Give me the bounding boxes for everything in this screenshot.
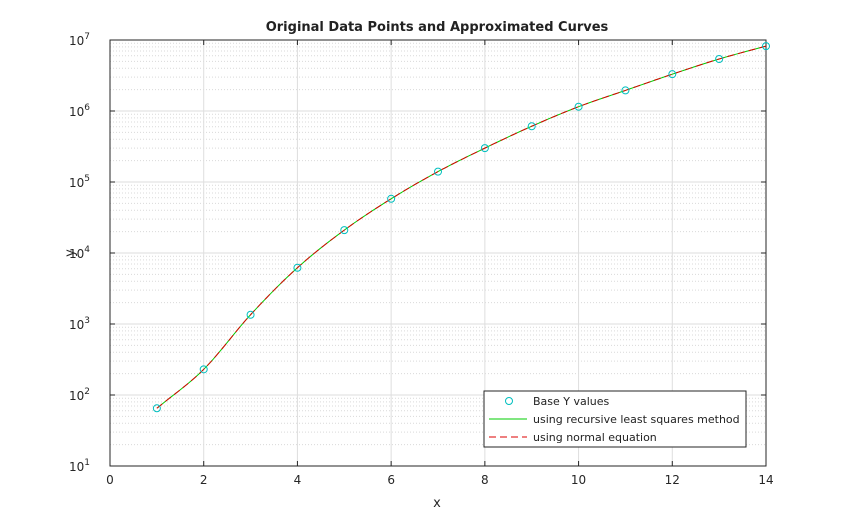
y-tick-label: 101	[69, 458, 90, 474]
y-tick-label: 104	[69, 245, 90, 261]
data-point-marker	[715, 55, 724, 64]
legend-entry-normal-eq: using normal equation	[533, 431, 657, 444]
y-tick-label: 106	[69, 103, 90, 119]
legend-entry-rls: using recursive least squares method	[533, 413, 740, 426]
legend: Base Y values using recursive least squa…	[483, 390, 747, 448]
data-point-marker	[527, 122, 536, 131]
x-tick-label: 0	[106, 473, 114, 487]
data-point-marker	[434, 167, 442, 176]
legend-marker-circle-icon	[505, 397, 513, 405]
data-point-marker	[621, 86, 630, 95]
x-tick-label: 4	[294, 473, 302, 487]
data-point-marker	[480, 144, 489, 153]
data-point-marker	[574, 102, 583, 111]
x-axis-label: x	[433, 496, 441, 511]
normal-equation-curve-line	[156, 45, 767, 409]
x-tick-label: 12	[665, 473, 680, 487]
x-tick-label: 6	[387, 473, 395, 487]
y-axis-ticks: 101 102 103 104 105 106 107	[69, 32, 766, 474]
x-tick-label: 14	[758, 473, 773, 487]
data-point-marker	[762, 42, 770, 51]
y-tick-label: 103	[69, 316, 90, 332]
x-tick-label: 10	[571, 473, 586, 487]
legend-entry-base-y: Base Y values	[533, 395, 610, 408]
data-point-marker	[387, 194, 396, 203]
y-tick-label: 105	[69, 174, 90, 190]
y-tick-label: 107	[69, 32, 90, 48]
x-axis-ticks: 0 2 4 6 8 10 12 14	[106, 40, 774, 487]
chart-title: Original Data Points and Approximated Cu…	[266, 20, 609, 35]
data-point-marker	[340, 226, 349, 235]
legend-box	[483, 390, 747, 448]
data-point-marker	[668, 70, 677, 79]
data-point-marker	[293, 263, 302, 272]
data-point-marker	[246, 310, 255, 319]
series-lines	[156, 45, 767, 409]
y-axis-label: y	[63, 249, 78, 257]
data-point-marker	[199, 365, 208, 374]
y-tick-label: 102	[69, 387, 90, 403]
x-tick-label: 2	[200, 473, 208, 487]
data-markers	[152, 42, 770, 413]
x-tick-label: 8	[481, 473, 489, 487]
data-point-marker	[152, 404, 161, 413]
